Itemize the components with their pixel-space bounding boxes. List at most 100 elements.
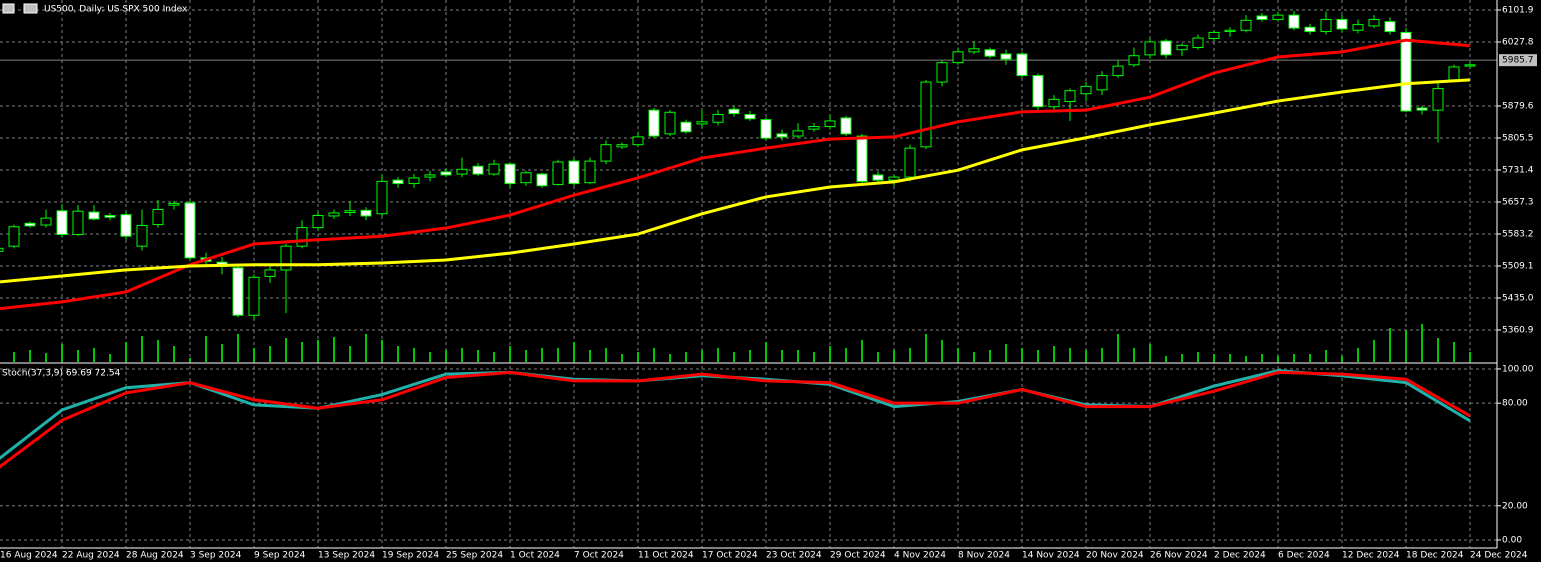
candle-body <box>968 48 980 53</box>
x-tick-label: 22 Aug 2024 <box>62 551 120 561</box>
candle-body <box>360 209 372 217</box>
candle-body <box>1304 26 1316 33</box>
candle-body <box>1160 40 1172 56</box>
candle-body <box>440 171 452 176</box>
candle-body <box>24 222 36 227</box>
candle-body <box>584 160 596 184</box>
candle-body <box>1384 21 1396 33</box>
x-tick-label: 16 Aug 2024 <box>0 551 58 561</box>
candle-body <box>88 211 100 220</box>
candle-body <box>296 227 308 247</box>
candle-body <box>120 214 132 237</box>
candle-body <box>1112 65 1124 77</box>
candle-body <box>280 245 292 271</box>
last-price-label: 5985.7 <box>1502 56 1534 66</box>
candle-body <box>472 165 484 175</box>
candle-body <box>456 168 468 175</box>
moving-average <box>0 78 1471 284</box>
candle-body <box>1224 29 1236 33</box>
candle-body <box>1064 90 1076 103</box>
y-tick-label: 6027.8 <box>1502 37 1534 47</box>
y-tick-label: 5879.6 <box>1502 101 1534 111</box>
candle-body <box>664 111 676 135</box>
candle-body <box>1400 31 1412 112</box>
candle-body <box>1000 53 1012 60</box>
y-tick-label: 5509.1 <box>1502 261 1534 271</box>
candle-body <box>552 161 564 185</box>
candle-body <box>0 247 4 252</box>
x-tick-label: 24 Dec 2024 <box>1470 551 1528 561</box>
candle-body <box>392 179 404 185</box>
candle-body <box>1096 75 1108 91</box>
chart-title: US500, Daily: US SPX 500 Index <box>44 5 188 15</box>
candle-body <box>808 126 820 130</box>
stochastic-line <box>0 370 1471 469</box>
candle-body <box>696 121 708 125</box>
candle-body <box>1208 31 1220 39</box>
x-tick-label: 19 Sep 2024 <box>382 551 439 561</box>
candle-body <box>984 49 996 57</box>
candle-body <box>424 174 436 178</box>
candle-body <box>1016 53 1028 77</box>
moving-average <box>0 38 1471 311</box>
y-tick-label: 5657.3 <box>1502 197 1534 207</box>
x-tick-label: 20 Nov 2024 <box>1086 551 1144 561</box>
indicator-title: Stoch(37,3,9) 69.69 72.54 <box>2 369 121 379</box>
x-tick-label: 9 Sep 2024 <box>254 551 306 561</box>
candle-body <box>104 215 116 218</box>
candle-body <box>248 276 260 316</box>
x-tick-label: 28 Aug 2024 <box>126 551 184 561</box>
plot-layer <box>0 10 1476 469</box>
candle-body <box>1368 18 1380 27</box>
candle-body <box>152 208 164 226</box>
candle-body <box>1032 75 1044 108</box>
candle-body <box>1192 37 1204 49</box>
candle-body <box>168 202 180 206</box>
candle-body <box>488 163 500 175</box>
y-tick-label: 80.00 <box>1502 399 1528 409</box>
x-tick-label: 8 Nov 2024 <box>958 551 1010 561</box>
candle-body <box>840 117 852 135</box>
candle-body <box>744 113 756 120</box>
candle-body <box>408 177 420 185</box>
y-tick-label: 100.00 <box>1502 364 1534 374</box>
candle-body <box>632 136 644 146</box>
candle-body <box>312 215 324 229</box>
candle-body <box>776 133 788 138</box>
x-tick-label: 13 Sep 2024 <box>318 551 375 561</box>
candle-body <box>1464 64 1476 67</box>
x-tick-label: 26 Nov 2024 <box>1150 551 1208 561</box>
y-tick-label: 5805.5 <box>1502 133 1534 143</box>
candle-body <box>1240 19 1252 31</box>
candle-body <box>792 130 804 137</box>
x-tick-label: 11 Oct 2024 <box>638 551 694 561</box>
candle-body <box>1128 55 1140 66</box>
candle-body <box>952 51 964 64</box>
symbol-icon <box>23 3 38 14</box>
x-tick-label: 17 Oct 2024 <box>702 551 758 561</box>
x-tick-label: 1 Oct 2024 <box>510 551 560 561</box>
x-tick-label: 4 Nov 2024 <box>894 551 946 561</box>
candle-body <box>904 147 916 178</box>
candle-body <box>1144 41 1156 56</box>
candle-body <box>344 210 356 213</box>
candle-body <box>824 120 836 128</box>
candle-body <box>1272 14 1284 20</box>
x-tick-label: 18 Dec 2024 <box>1406 551 1464 561</box>
y-tick-label: 5731.4 <box>1502 165 1534 175</box>
candle-body <box>1256 15 1268 20</box>
candle-body <box>264 269 276 277</box>
candle-body <box>616 144 628 148</box>
candle-body <box>1080 85 1092 95</box>
candle-body <box>328 212 340 217</box>
x-tick-label: 25 Sep 2024 <box>446 551 503 561</box>
x-tick-label: 3 Sep 2024 <box>190 551 242 561</box>
candle-body <box>728 108 740 115</box>
candle-body <box>184 202 196 259</box>
x-tick-label: 12 Dec 2024 <box>1342 551 1400 561</box>
candle-body <box>1416 107 1428 111</box>
candle-body <box>1048 98 1060 108</box>
candle-body <box>136 224 148 247</box>
candle-body <box>680 121 692 133</box>
